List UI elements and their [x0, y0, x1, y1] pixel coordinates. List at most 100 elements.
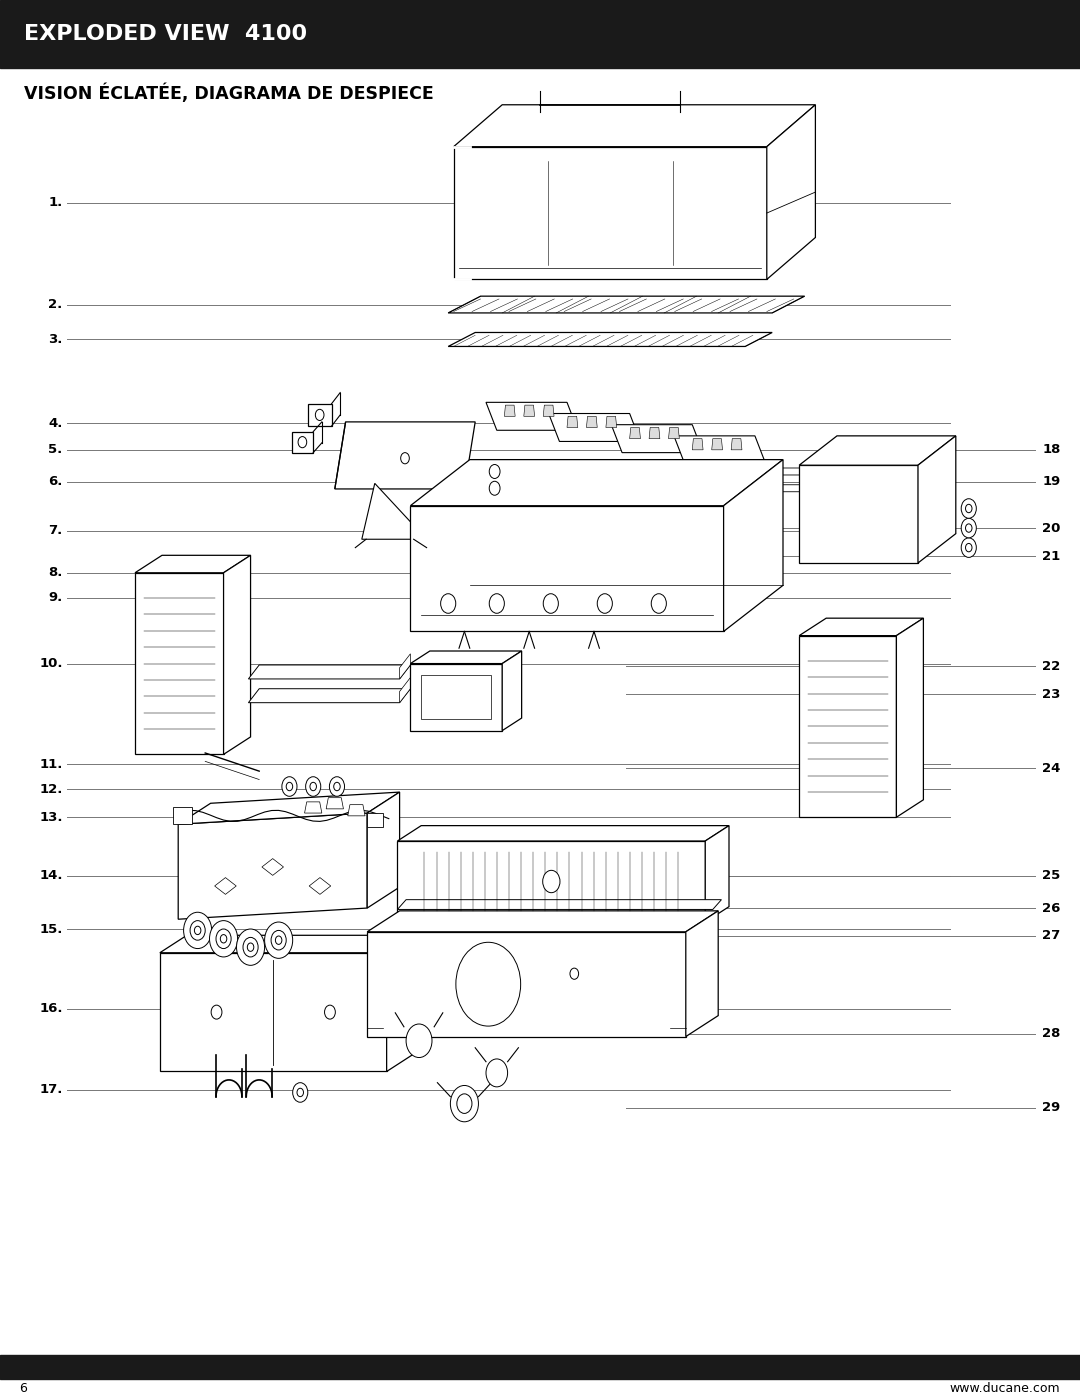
- Polygon shape: [367, 911, 718, 932]
- Polygon shape: [367, 792, 400, 908]
- Text: 9.: 9.: [49, 591, 63, 605]
- Circle shape: [247, 943, 254, 951]
- Polygon shape: [261, 859, 283, 876]
- Text: 2.: 2.: [49, 298, 63, 312]
- Circle shape: [450, 1085, 478, 1122]
- Circle shape: [237, 929, 265, 965]
- Bar: [0, 1355, 1080, 1379]
- Polygon shape: [724, 460, 783, 631]
- Polygon shape: [799, 436, 956, 465]
- Text: 10.: 10.: [39, 657, 63, 671]
- Polygon shape: [215, 877, 237, 894]
- Polygon shape: [692, 439, 703, 450]
- Polygon shape: [799, 619, 923, 636]
- Text: 6: 6: [19, 1382, 27, 1394]
- Polygon shape: [248, 665, 410, 679]
- Bar: [173, 807, 192, 824]
- Polygon shape: [630, 427, 640, 439]
- Circle shape: [486, 1059, 508, 1087]
- Text: EXPLODED VIEW  4100: EXPLODED VIEW 4100: [24, 24, 307, 45]
- Polygon shape: [669, 427, 679, 439]
- Circle shape: [315, 409, 324, 420]
- Circle shape: [961, 538, 976, 557]
- Text: 5.: 5.: [49, 443, 63, 457]
- Polygon shape: [705, 826, 729, 922]
- Polygon shape: [896, 619, 923, 817]
- Text: 15.: 15.: [39, 922, 63, 936]
- Polygon shape: [335, 422, 346, 489]
- Text: www.ducane.com: www.ducane.com: [950, 1382, 1061, 1394]
- Circle shape: [570, 968, 579, 979]
- Polygon shape: [486, 402, 578, 430]
- Polygon shape: [410, 651, 522, 664]
- Polygon shape: [543, 405, 554, 416]
- Circle shape: [966, 504, 972, 513]
- Polygon shape: [410, 460, 783, 506]
- Bar: [367, 813, 383, 827]
- Circle shape: [651, 594, 666, 613]
- Text: 12.: 12.: [39, 782, 63, 796]
- Circle shape: [194, 926, 201, 935]
- Text: 1.: 1.: [49, 196, 63, 210]
- Circle shape: [297, 1088, 303, 1097]
- Polygon shape: [397, 900, 721, 909]
- Polygon shape: [135, 573, 224, 754]
- Circle shape: [310, 782, 316, 791]
- Polygon shape: [410, 664, 502, 731]
- Circle shape: [325, 1006, 335, 1020]
- Polygon shape: [712, 439, 723, 450]
- Circle shape: [966, 524, 972, 532]
- Text: 27: 27: [1042, 929, 1061, 943]
- Circle shape: [489, 594, 504, 613]
- Bar: [292, 432, 313, 453]
- Polygon shape: [178, 813, 367, 919]
- Circle shape: [275, 936, 282, 944]
- Bar: [308, 404, 332, 426]
- Polygon shape: [918, 436, 956, 563]
- Circle shape: [184, 912, 212, 949]
- Circle shape: [282, 777, 297, 796]
- Polygon shape: [486, 485, 837, 492]
- Polygon shape: [502, 651, 522, 731]
- Polygon shape: [731, 439, 742, 450]
- Circle shape: [406, 1024, 432, 1058]
- Text: 20: 20: [1042, 521, 1061, 535]
- Circle shape: [961, 499, 976, 518]
- Text: 11.: 11.: [39, 757, 63, 771]
- Circle shape: [329, 777, 345, 796]
- Circle shape: [286, 782, 293, 791]
- Polygon shape: [400, 654, 410, 679]
- Circle shape: [542, 870, 561, 893]
- Circle shape: [597, 594, 612, 613]
- Polygon shape: [448, 332, 772, 346]
- Polygon shape: [611, 425, 703, 453]
- Text: 3.: 3.: [49, 332, 63, 346]
- Polygon shape: [448, 296, 805, 313]
- Polygon shape: [410, 506, 724, 631]
- Polygon shape: [397, 826, 729, 841]
- Polygon shape: [486, 468, 837, 475]
- Circle shape: [961, 518, 976, 538]
- Polygon shape: [326, 798, 343, 809]
- Polygon shape: [367, 932, 686, 1037]
- Circle shape: [210, 921, 238, 957]
- Polygon shape: [767, 105, 815, 279]
- Circle shape: [334, 782, 340, 791]
- Circle shape: [441, 594, 456, 613]
- Text: 6.: 6.: [49, 475, 63, 489]
- Bar: [421, 675, 491, 719]
- Bar: [0, 0, 1080, 68]
- Circle shape: [966, 543, 972, 552]
- Polygon shape: [135, 556, 251, 573]
- Text: 14.: 14.: [39, 869, 63, 883]
- Polygon shape: [397, 841, 705, 922]
- Polygon shape: [649, 427, 660, 439]
- Polygon shape: [348, 805, 365, 816]
- Text: VISION ÉCLATÉE, DIAGRAMA DE DESPIECE: VISION ÉCLATÉE, DIAGRAMA DE DESPIECE: [24, 84, 433, 103]
- Circle shape: [489, 464, 500, 479]
- Text: 19: 19: [1042, 475, 1061, 489]
- Circle shape: [293, 1083, 308, 1102]
- Polygon shape: [305, 802, 322, 813]
- Text: 23: 23: [1042, 687, 1061, 701]
- Text: 22: 22: [1042, 659, 1061, 673]
